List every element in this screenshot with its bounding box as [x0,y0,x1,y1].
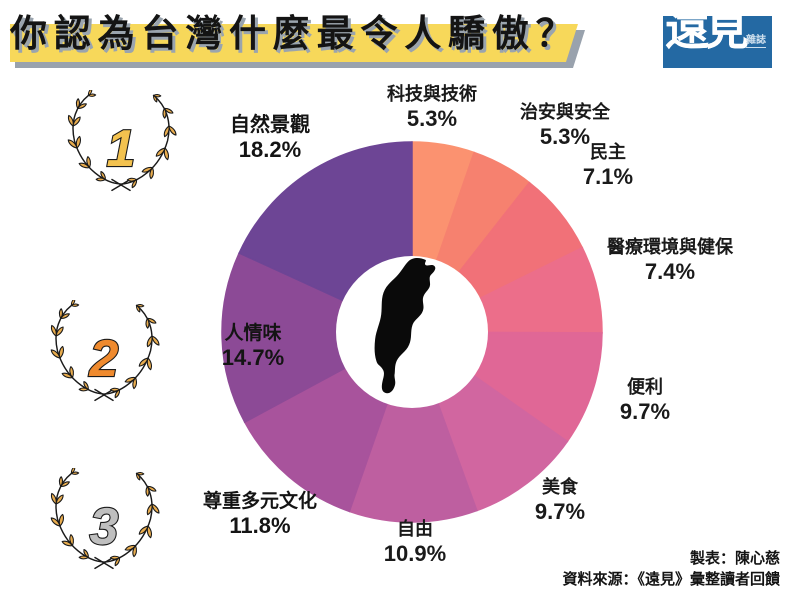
svg-text:1: 1 [107,120,136,178]
svg-text:2: 2 [89,330,119,388]
svg-text:3: 3 [90,498,119,556]
